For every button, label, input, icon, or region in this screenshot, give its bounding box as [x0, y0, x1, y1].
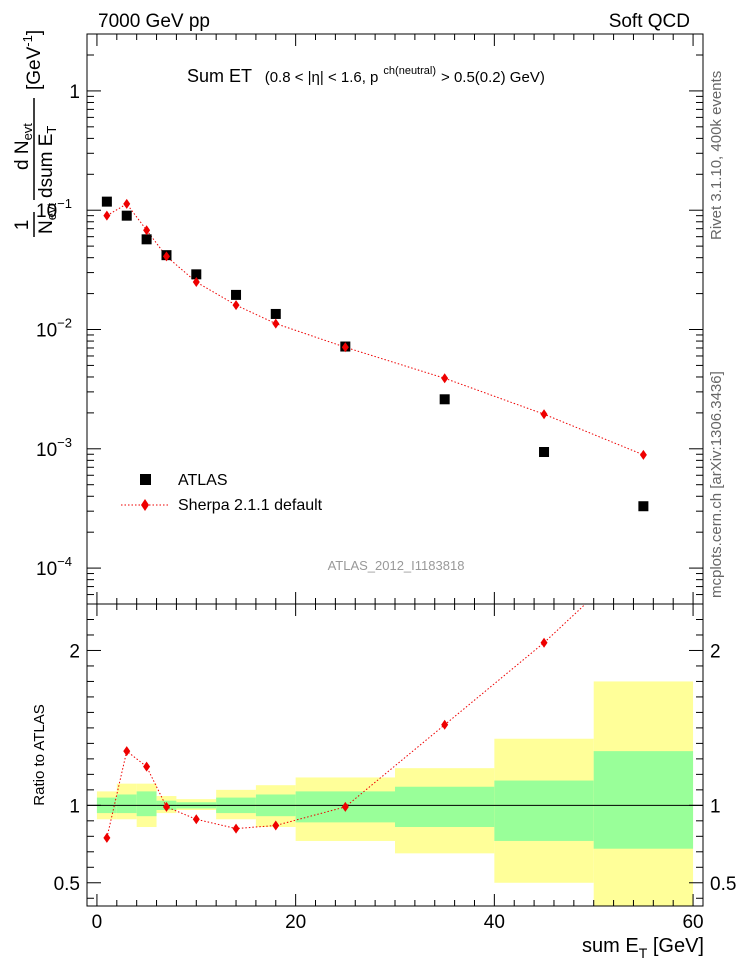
- atlas-data-point: [191, 269, 202, 280]
- ratio-mc-point: [192, 814, 200, 825]
- ratio-band-inner: [136, 791, 157, 817]
- mcplots-source-label: mcplots.cern.ch [arXiv:1306.3436]: [708, 371, 725, 598]
- atlas-data-point: [439, 394, 450, 405]
- main-plot-panel: 110−110−210−310−4 Sum ET (0.8 < |η| < 1.…: [12, 30, 704, 605]
- sherpa-mc-line: [106, 203, 644, 456]
- ratio-mc-point: [143, 761, 151, 772]
- ratio-band-inner: [116, 794, 137, 814]
- ratio-axis-ticks: 0 20 40 60 0.5 0.5 1 1 2 2: [54, 604, 736, 933]
- ratio-y-tick-label-right: 2: [710, 641, 721, 662]
- sherpa-mc-point: [103, 210, 111, 221]
- sherpa-mc-point: [540, 409, 548, 420]
- rivet-version-label: Rivet 3.1.10, 400k events: [708, 71, 725, 240]
- sherpa-mc-point: [341, 342, 349, 353]
- legend-atlas-label: ATLAS: [178, 472, 228, 489]
- main-y-tick-label: 10−3: [36, 435, 72, 461]
- main-y-tick-label: 10−4: [36, 554, 72, 580]
- main-plot-frame: [86, 33, 704, 605]
- atlas-data-point: [101, 196, 112, 207]
- main-y-tick-label: 10−2: [36, 316, 72, 342]
- legend-sherpa-marker: [141, 499, 149, 511]
- ratio-mc-point: [441, 719, 449, 730]
- ratio-x-tick-label: 20: [285, 912, 306, 933]
- plot-title: Sum ET (0.8 < |η| < 1.6, p ch(neutral) >…: [187, 58, 545, 86]
- ratio-x-tick-label: 40: [484, 912, 505, 933]
- process-label: Soft QCD: [609, 11, 690, 32]
- ratio-mc-point: [162, 801, 170, 812]
- ratio-mc-point: [272, 820, 280, 831]
- ratio-plot-marks: [87, 604, 703, 906]
- ratio-mc-point: [232, 823, 240, 834]
- ratio-mc-point: [341, 801, 349, 812]
- ratio-plot-panel: 0 20 40 60 0.5 0.5 1 1 2 2 Ratio to ATLAS sum ET …: [31, 603, 736, 961]
- sherpa-mc-point: [162, 251, 170, 262]
- main-plot-marks: [101, 196, 649, 512]
- ratio-y-tick-label-left: 0.5: [54, 874, 80, 895]
- ratio-y-tick-label-right: 0.5: [710, 874, 736, 895]
- ratio-y-axis-label: Ratio to ATLAS: [31, 704, 48, 805]
- sherpa-mc-point: [232, 300, 240, 311]
- main-y-tick-label: 10−1: [36, 196, 72, 222]
- ylabel-derivative-denominator: dsum ET: [36, 126, 59, 198]
- sherpa-mc-point: [123, 198, 131, 209]
- ratio-y-tick-label-right: 1: [710, 796, 721, 817]
- collision-energy-label: 7000 GeV pp: [98, 11, 210, 32]
- main-y-axis-label: 1 Nevt d Nevt dsum ET [GeV-1]: [12, 30, 59, 237]
- ratio-mc-point: [123, 746, 131, 757]
- ratio-x-tick-label: 0: [92, 912, 103, 933]
- analysis-id-watermark: ATLAS_2012_I1183818: [328, 558, 465, 573]
- legend-atlas-marker: [140, 474, 151, 485]
- ratio-x-tick-label: 60: [682, 912, 703, 933]
- ratio-band-inner: [494, 780, 594, 841]
- ylabel-derivative-numerator: d Nevt: [12, 123, 35, 170]
- atlas-data-point: [270, 308, 281, 319]
- sherpa-mc-point: [441, 373, 449, 384]
- atlas-data-point: [231, 289, 242, 300]
- ratio-band-inner: [395, 786, 495, 828]
- sherpa-mc-point: [272, 318, 280, 329]
- sherpa-mc-point: [192, 277, 200, 288]
- ratio-mc-point: [103, 832, 111, 843]
- ratio-y-tick-label-left: 1: [69, 796, 80, 817]
- main-axis-ticks: 1 10−1 10−2 10−3 10−4: [36, 33, 703, 605]
- atlas-data-point: [638, 501, 649, 512]
- atlas-data-point: [141, 234, 152, 245]
- atlas-data-point: [539, 447, 550, 458]
- ylabel-fraction-numerator: 1: [12, 220, 33, 231]
- legend: ATLAS Sherpa 2.1.1 default: [121, 472, 323, 514]
- ratio-mc-point: [540, 637, 548, 648]
- ylabel-fraction-denominator: Nevt: [36, 203, 59, 234]
- ratio-y-tick-label-left: 2: [69, 641, 80, 662]
- sherpa-mc-point: [143, 225, 151, 236]
- atlas-data-point: [121, 210, 132, 221]
- ylabel-units: [GeV-1]: [20, 30, 45, 90]
- sherpa-mc-point: [639, 449, 647, 460]
- x-axis-label: sum ET [GeV]: [582, 935, 704, 961]
- ratio-band-inner: [593, 751, 694, 849]
- main-y-tick-label: 1: [69, 82, 80, 103]
- legend-sherpa-label: Sherpa 2.1.1 default: [178, 497, 323, 514]
